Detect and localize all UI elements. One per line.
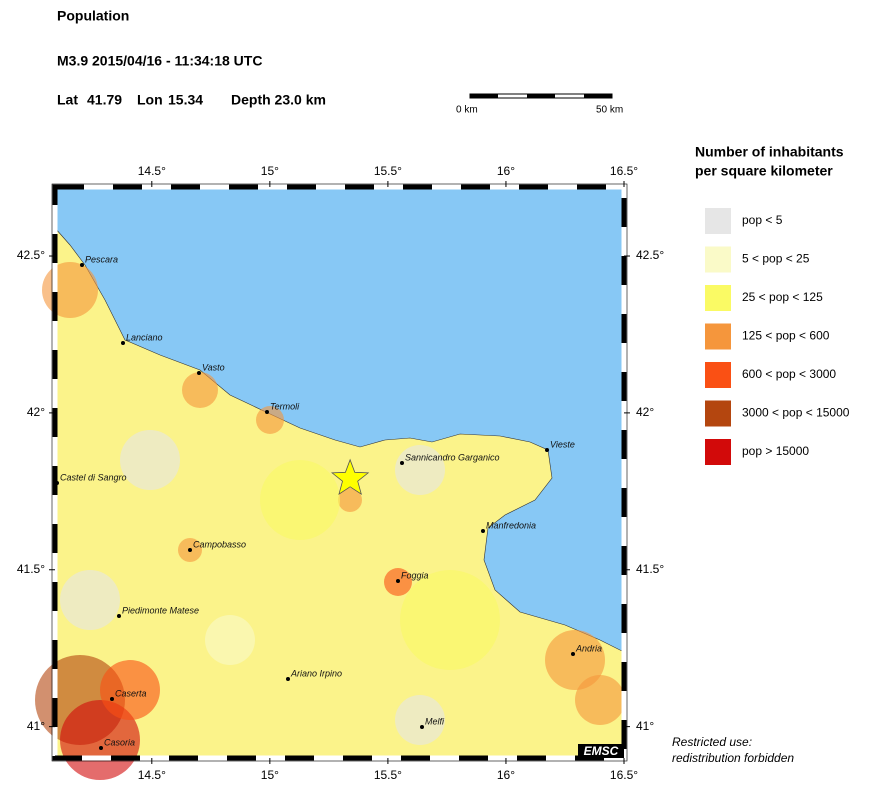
legend-label: 125 < pop < 600 xyxy=(742,329,830,343)
scale-end: 50 km xyxy=(596,105,623,116)
density-patch xyxy=(338,488,362,512)
frame xyxy=(52,184,627,761)
x-tick-label: 16° xyxy=(497,768,515,782)
city-label: Vieste xyxy=(550,439,575,449)
city-dot xyxy=(117,614,121,618)
city-dot xyxy=(99,746,103,750)
city-label: Melfi xyxy=(425,716,445,726)
city-dot xyxy=(571,652,575,656)
density-patch xyxy=(260,460,340,540)
city-dot xyxy=(396,579,400,583)
logo: EMSC xyxy=(584,744,619,758)
legend-swatch xyxy=(705,323,731,350)
density-patch xyxy=(575,675,625,725)
y-tick-label: 41.5° xyxy=(636,562,664,576)
density-patch xyxy=(182,372,218,408)
city-dot xyxy=(121,341,125,345)
city-dot xyxy=(420,725,424,729)
density-patch xyxy=(42,262,98,318)
map: 14.5° 14.5° 15° 15° 15.5° 15.5° 16° 16° 16.5° 16.… xyxy=(17,164,665,782)
city-dot xyxy=(55,481,59,485)
city-label: Pescara xyxy=(85,254,118,264)
city-dot xyxy=(400,461,404,465)
x-tick-label: 16° xyxy=(497,164,515,178)
city-label: Andria xyxy=(575,643,602,653)
legend-label: pop > 15000 xyxy=(742,444,809,458)
density-patch xyxy=(545,630,605,690)
city-label: Manfredonia xyxy=(486,520,536,530)
lat-label: Lat xyxy=(57,92,78,108)
density-patch xyxy=(395,445,445,495)
x-tick-label: 15° xyxy=(261,768,279,782)
legend-label: 600 < pop < 3000 xyxy=(742,367,836,381)
logo-box xyxy=(578,744,624,758)
city-dot xyxy=(481,529,485,533)
city-label: Ariano Irpino xyxy=(290,668,342,678)
density-patch xyxy=(100,660,160,720)
city-label: Castel di Sangro xyxy=(60,472,127,482)
y-tick-label: 42° xyxy=(27,405,45,419)
y-tick-label: 41.5° xyxy=(17,562,45,576)
city-label: Piedimonte Matese xyxy=(122,605,199,615)
x-tick-label: 16.5° xyxy=(610,768,638,782)
scale-start: 0 km xyxy=(456,105,478,116)
y-tick-label: 42° xyxy=(636,405,654,419)
legend-title: per square kilometer xyxy=(695,163,833,179)
city-label: Termoli xyxy=(270,401,300,411)
legend-swatch xyxy=(705,439,731,465)
lat: 41.79 xyxy=(87,92,122,108)
x-tick-label: 15.5° xyxy=(374,768,402,782)
note: redistribution forbidden xyxy=(672,751,794,765)
city-label: Vasto xyxy=(202,362,225,372)
density-patch xyxy=(120,430,180,490)
city-dot xyxy=(286,677,290,681)
depth: Depth 23.0 km xyxy=(231,92,326,108)
city-dot xyxy=(197,371,201,375)
y-tick-label: 42.5° xyxy=(17,248,45,262)
density-patch xyxy=(400,570,500,670)
city-label: Caserta xyxy=(115,688,147,698)
city-label: Foggia xyxy=(401,570,429,580)
note: Restricted use: xyxy=(672,735,752,749)
scale-bar xyxy=(469,93,613,99)
y-tick-label: 42.5° xyxy=(636,248,664,262)
city-dot xyxy=(80,263,84,267)
legend-title: Number of inhabitants xyxy=(695,144,844,160)
legend-swatch xyxy=(705,285,731,311)
legend-swatch xyxy=(705,246,731,273)
x-tick-label: 16.5° xyxy=(610,164,638,178)
y-tick-label: 41° xyxy=(636,719,654,733)
city-label: Lanciano xyxy=(126,332,163,342)
city-dot xyxy=(188,548,192,552)
lon-label: Lon xyxy=(137,92,163,108)
city-dot xyxy=(545,448,549,452)
event: M3.9 2015/04/16 - 11:34:18 UTC xyxy=(57,53,262,69)
x-tick-label: 15° xyxy=(261,164,279,178)
legend-label: pop < 5 xyxy=(742,213,783,227)
x-tick-label: 15.5° xyxy=(374,164,402,178)
x-tick-label: 14.5° xyxy=(138,768,166,782)
city-dot xyxy=(265,410,269,414)
city-dot xyxy=(110,697,114,701)
title: Population xyxy=(57,8,129,24)
city-label: Casoria xyxy=(104,737,135,747)
lon: 15.34 xyxy=(168,92,203,108)
legend-label: 5 < pop < 25 xyxy=(742,252,810,266)
frame xyxy=(51,183,628,762)
density-patch xyxy=(205,615,255,665)
epicenter xyxy=(331,458,370,496)
legend-swatch xyxy=(705,362,731,388)
legend-label: 25 < pop < 125 xyxy=(742,290,823,304)
city-label: Campobasso xyxy=(193,539,246,549)
legend-swatch xyxy=(705,400,731,427)
density-patch xyxy=(256,406,284,434)
legend-swatch xyxy=(705,208,731,234)
density-patch xyxy=(60,570,120,630)
legend-label: 3000 < pop < 15000 xyxy=(742,406,850,420)
city-label: Sannicandro Garganico xyxy=(405,452,500,462)
y-tick-label: 41° xyxy=(27,719,45,733)
x-tick-label: 14.5° xyxy=(138,164,166,178)
density-patch xyxy=(395,695,445,745)
